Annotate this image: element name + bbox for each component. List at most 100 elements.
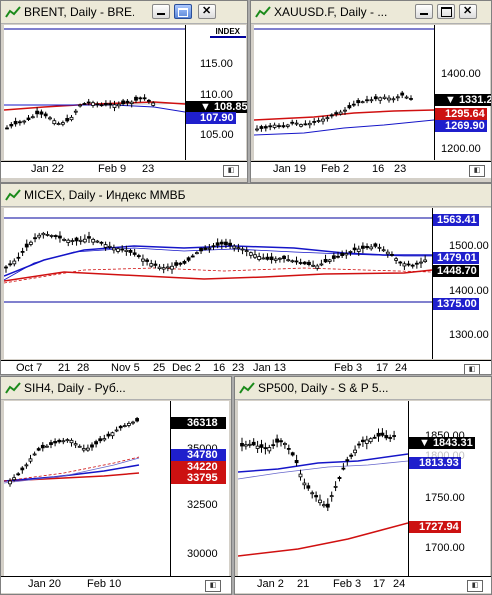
sih4-red-ma2-tag: 33795: [171, 472, 226, 484]
sp500-ytick: 1750.00: [425, 492, 465, 504]
xauusd-chart-window[interactable]: XAUUSD.F, Daily - ... ✕ 1400.00 1200.00 …: [250, 0, 492, 183]
micex-plot-area[interactable]: [4, 208, 432, 359]
sih4-price-axis: 36318 35000 34780 34220 33795 32500 3000…: [171, 401, 229, 576]
sp500-candles: [238, 428, 408, 557]
xauusd-window-title: XAUUSD.F, Daily - ...: [274, 5, 388, 19]
xauusd-blue-ma-tag: 1269.90: [435, 120, 487, 132]
sp500-ytick: 1700.00: [425, 542, 465, 554]
chart-window-icon: [5, 189, 21, 201]
micex-ma-tag: 1479.01: [433, 252, 479, 264]
micex-ytick: 1300.00: [449, 329, 489, 341]
brent-candles: [4, 28, 185, 130]
micex-ytick: 1400.00: [449, 285, 489, 297]
brent-plot-area[interactable]: [4, 25, 185, 160]
sp500-xtick: Feb 3: [333, 578, 362, 590]
micex-lower-level-tag: 1375.00: [433, 298, 479, 310]
xauusd-time-axis: Jan 19 Feb 2 16 23 ◧: [251, 161, 491, 178]
sih4-last-price-tag: 36318: [171, 417, 226, 429]
blue-ma-line: [238, 453, 408, 473]
sp500-red-ma-tag: 1727.94: [409, 521, 461, 533]
xauusd-xtick: Feb 2: [321, 163, 350, 175]
sp500-ma-tag: 1813.93: [409, 457, 461, 469]
brent-ytick: 115.00: [200, 58, 233, 70]
brent-window-title: BRENT, Daily - BRE...: [24, 5, 134, 19]
brent-minimize-button[interactable]: [152, 4, 170, 19]
xauusd-xtick: 16: [372, 163, 385, 175]
sp500-xtick: 24: [393, 578, 406, 590]
micex-xtick: 23: [232, 362, 245, 374]
sp500-titlebar[interactable]: SP500, Daily - S & P 5...: [235, 377, 491, 400]
sp500-price-axis: 1850.00 ▼ 1843.31 1813.93 1800.00 1750.0…: [408, 401, 490, 576]
sih4-scroll-icon[interactable]: ◧: [205, 580, 221, 592]
xauusd-plot-area[interactable]: [254, 25, 434, 160]
xauusd-xtick: Jan 19: [273, 163, 307, 175]
micex-xtick: Nov 5: [111, 362, 140, 374]
micex-xtick: Jan 13: [253, 362, 287, 374]
red-dashed-ma-line: [4, 456, 140, 482]
sp500-chart-window[interactable]: SP500, Daily - S & P 5... 1850.00 ▼ 1843…: [234, 376, 492, 595]
chart-window-icon: [5, 382, 21, 394]
brent-chart-window[interactable]: BRENT, Daily - BRE... ✕ INDEX 115.00 110…: [0, 0, 248, 183]
micex-scroll-icon[interactable]: ◧: [464, 364, 480, 374]
sih4-candles: [4, 416, 140, 487]
red-ma-line: [254, 109, 434, 121]
micex-xtick: 21: [58, 362, 71, 374]
micex-xtick: 28: [77, 362, 90, 374]
sp500-last-price-tag: ▼ 1843.31: [409, 437, 475, 449]
sih4-xtick: Jan 20: [28, 578, 62, 590]
brent-price-axis: INDEX 115.00 110.00 105.00 ▼ 108.85 107.…: [185, 25, 247, 160]
micex-last-price-tag: 1448.70: [433, 265, 479, 277]
sp500-ytick: 1800.00: [425, 450, 465, 462]
xauusd-scroll-icon[interactable]: ◧: [469, 165, 485, 177]
brent-last-price-tag: ▼ 108.85: [186, 101, 247, 113]
xauusd-titlebar[interactable]: XAUUSD.F, Daily - ... ✕: [251, 1, 491, 24]
blue-thin-ma-line: [4, 457, 140, 484]
brent-ytick: 105.00: [200, 129, 234, 141]
sih4-titlebar[interactable]: SIH4, Daily - Руб...: [1, 377, 231, 400]
micex-ytick: 1500.00: [449, 240, 489, 252]
sp500-time-axis: Jan 2 21 Feb 3 17 24 ◧: [235, 576, 491, 593]
chart-window-icon: [5, 6, 21, 18]
micex-xtick: Oct 7: [16, 362, 43, 374]
micex-chart-window[interactable]: MICEX, Daily - Индекс ММВБ 1563.41 1500.…: [0, 183, 492, 375]
sih4-chart-window[interactable]: SIH4, Daily - Руб... 36318 35000 34780 3…: [0, 376, 232, 595]
red-ma-line: [238, 522, 408, 557]
micex-xtick: 25: [153, 362, 166, 374]
xauusd-minimize-button[interactable]: [415, 4, 433, 19]
sp500-plot-area[interactable]: [238, 401, 408, 576]
xauusd-close-button[interactable]: ✕: [459, 4, 477, 19]
brent-xtick: Feb 9: [98, 163, 127, 175]
sih4-time-axis: Jan 20 Feb 10 ◧: [1, 576, 231, 593]
blue-ma-line: [4, 464, 140, 482]
xauusd-xtick: 23: [394, 163, 407, 175]
blue-thin-ma-line: [4, 247, 432, 281]
micex-titlebar[interactable]: MICEX, Daily - Индекс ММВБ: [1, 184, 491, 207]
brent-restore-button[interactable]: [174, 4, 192, 19]
micex-candles: [4, 217, 432, 303]
sih4-plot-area[interactable]: [4, 401, 171, 576]
micex-xtick: Feb 3: [334, 362, 363, 374]
brent-ytick: 110.00: [200, 89, 233, 101]
chart-window-icon: [255, 6, 271, 18]
micex-xtick: 24: [395, 362, 408, 374]
sp500-scroll-icon[interactable]: ◧: [467, 580, 483, 592]
brent-xtick: 23: [142, 163, 155, 175]
xauusd-ytick: 1400.00: [441, 68, 481, 80]
xauusd-maximize-button[interactable]: [437, 4, 455, 19]
sp500-xtick: 17: [373, 578, 386, 590]
brent-close-button[interactable]: ✕: [198, 4, 216, 19]
chart-window-icon: [239, 382, 255, 394]
candle-group: [8, 416, 140, 487]
micex-xtick: Dec 2: [172, 362, 201, 374]
micex-price-axis: 1563.41 1500.00 1479.01 1448.70 1400.00 …: [432, 208, 491, 359]
sp500-window-title: SP500, Daily - S & P 5...: [258, 381, 388, 395]
candle-group: [4, 231, 428, 274]
xauusd-price-axis: 1400.00 1200.00 ▼ 1331.21 1295.64 1269.9…: [434, 25, 491, 160]
brent-titlebar[interactable]: BRENT, Daily - BRE... ✕: [1, 1, 247, 24]
sih4-blue-ma-tag: 34780: [171, 449, 226, 461]
brent-scroll-icon[interactable]: ◧: [223, 165, 239, 177]
red-ma-line: [4, 269, 432, 282]
brent-xtick: Jan 22: [31, 163, 65, 175]
candle-group: [255, 90, 413, 132]
sih4-red-ma-tag: 34220: [171, 461, 226, 473]
